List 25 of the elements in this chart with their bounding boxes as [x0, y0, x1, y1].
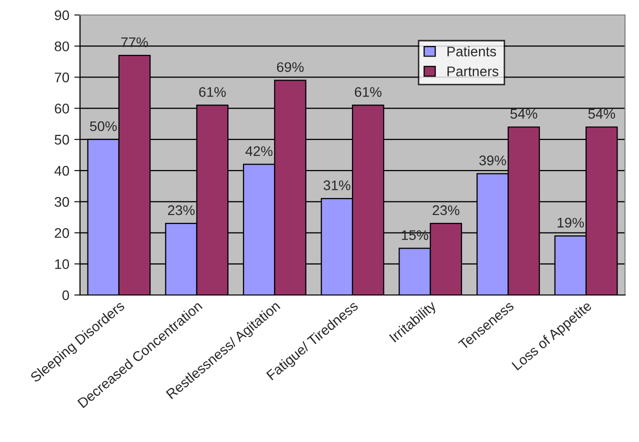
data-label: 77% [121, 37, 148, 48]
y-tick-label: 0 [62, 290, 70, 300]
data-label: 19% [558, 218, 584, 228]
data-label: 50% [90, 121, 117, 132]
y-tick-label: 50 [54, 134, 70, 145]
data-label: 54% [588, 108, 616, 119]
data-label: 54% [510, 108, 538, 119]
data-label: 39% [479, 156, 506, 166]
data-label: 42% [245, 146, 272, 156]
legend-label: Patients [448, 46, 496, 56]
data-label: 61% [199, 87, 226, 97]
data-label: 31% [324, 180, 350, 190]
data-label: 23% [168, 205, 195, 216]
y-tick-label: 20 [54, 228, 70, 238]
y-tick-label: 70 [54, 72, 70, 82]
y-tick-label: 90 [54, 10, 70, 20]
data-label: 69% [277, 62, 304, 72]
y-tick-label: 40 [54, 166, 70, 176]
legend-label: Partners [448, 66, 498, 76]
data-label: 23% [432, 205, 460, 216]
y-tick-label: 60 [54, 104, 70, 114]
y-tick-label: 30 [54, 197, 70, 207]
y-tick-label: 80 [54, 41, 70, 52]
data-label: 61% [354, 87, 382, 97]
y-tick-label: 10 [55, 259, 70, 270]
